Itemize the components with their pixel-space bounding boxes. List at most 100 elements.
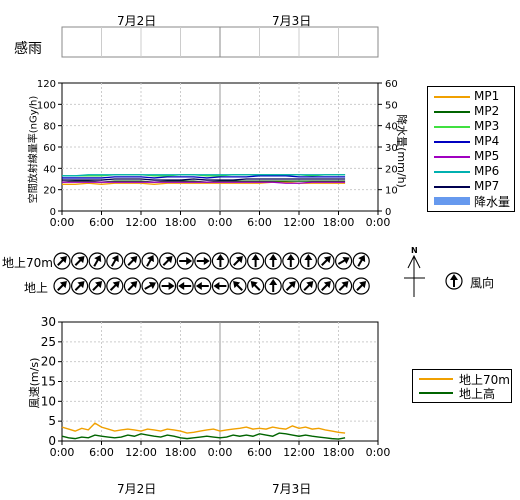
wind-dir-ground-6 (159, 277, 177, 295)
wind-ytick-label: 20 (41, 355, 56, 369)
dose-xtick-label: 6:00 (89, 216, 114, 229)
wind-dir-arrow (57, 256, 67, 266)
dose-ytick-label: 20 (43, 186, 56, 197)
wind-dir-arrow (195, 282, 209, 290)
legend-label: 地上高 (459, 387, 496, 401)
arrow-head (130, 256, 138, 264)
wind-dir-arrow (74, 256, 85, 266)
wind-dir-arrow (146, 254, 154, 267)
wind-legend: 地上70m 地上高 (412, 369, 512, 403)
arrow-head (286, 254, 295, 260)
dose-xtick-label: 12:00 (283, 216, 315, 229)
arrow-head (216, 254, 225, 260)
legend-swatch (434, 96, 470, 98)
wind-ytick-label: 5 (48, 414, 56, 428)
wind-ytick-label: 10 (41, 394, 56, 408)
wind-dir-70m-13 (282, 252, 300, 270)
dose-ytick-label: 100 (37, 100, 56, 111)
wind-xtick-label: 18:00 (323, 446, 355, 459)
arrow-head (250, 281, 258, 289)
wind-dir-arrow (179, 257, 193, 265)
wind-dir-ground-17 (352, 277, 370, 295)
arrow-head (304, 254, 313, 260)
wind-ytick-label: 30 (41, 315, 56, 329)
arrow-head (269, 254, 278, 260)
wind-dir-arrow (303, 281, 314, 291)
dose-xtick-label: 0:00 (50, 216, 75, 229)
dose-ytick-right-label: 60 (385, 79, 398, 90)
legend-label: MP6 (474, 164, 500, 178)
wind-dir-70m-4 (123, 252, 141, 270)
dose-ytick-label: 80 (43, 122, 56, 133)
arrow-head (341, 281, 349, 289)
arrow-head (59, 281, 67, 289)
wind-dir-70m-10 (229, 252, 247, 270)
wind-dir-arrow (92, 281, 103, 291)
arrow-head (111, 254, 119, 263)
legend-label: MP5 (474, 149, 500, 163)
wind-dir-ground-10 (229, 277, 247, 295)
legend-swatch (419, 392, 453, 394)
wind-dir-70m-8 (194, 252, 212, 270)
wind-dir-70m-12 (264, 252, 282, 270)
wind-dir-ground-4 (123, 277, 141, 295)
date-label-day1-top: 7月2日 (117, 14, 157, 28)
wind-dir-arrow (338, 281, 349, 291)
wind-dir-70m-2 (88, 252, 106, 270)
wind-dir-arrow (250, 281, 261, 291)
wind-dir-70m-3 (106, 252, 124, 270)
arrow-head (77, 281, 85, 289)
arrow-head (112, 281, 120, 289)
wind-dir-ground-0 (53, 277, 71, 295)
wind-dir-ground-16 (335, 277, 353, 295)
wind-dir-arrow (357, 254, 366, 267)
legend-label: 降水量 (474, 195, 511, 209)
wind-dir-arrow (74, 281, 85, 291)
dose-ytick-right-label: 0 (385, 207, 391, 218)
wind-xtick-label: 6:00 (89, 446, 114, 459)
wind-dir-arrow (269, 279, 278, 292)
wind-dir-ground-13 (282, 277, 300, 295)
wind-series-line-0 (61, 422, 346, 434)
wind-dir-ground-5 (141, 277, 159, 295)
date-label-day2-bottom: 7月3日 (272, 482, 312, 496)
wind-dir-ground-1 (70, 277, 89, 295)
wind-dir-arrow (109, 281, 120, 291)
arrow-head (168, 282, 175, 290)
wind-dir-arrow (93, 254, 102, 267)
wind-dir-arrow (196, 257, 210, 265)
wind-dir-arrow (321, 256, 331, 266)
wind-dir-arrow (162, 256, 173, 266)
arrow-head (95, 281, 103, 289)
wind-dir-arrow (450, 274, 458, 287)
wind-dir-legend-label: 風向 (470, 276, 495, 290)
wind-dir-ground-15 (317, 277, 335, 295)
legend-swatch (434, 111, 470, 113)
wind-dir-ground-12 (264, 277, 282, 295)
arrow-head (203, 257, 210, 265)
dose-ytick-label: 0 (50, 207, 56, 218)
arrow-head (288, 281, 296, 289)
arrow-head (94, 254, 102, 263)
wind-dir-arrow (213, 282, 227, 290)
wind-dir-ground-8 (194, 277, 212, 295)
wind-dir-70m-9 (211, 252, 229, 270)
arrow-head (323, 256, 331, 264)
wind-xtick-label: 6:00 (247, 446, 272, 459)
dose-legend: MP1 MP2 MP3 MP4 MP5 MP6 MP7 降水量 (427, 86, 515, 212)
wind-dir-70m-17 (352, 252, 370, 270)
wind-dir-arrow (304, 254, 313, 267)
arrow-head (195, 282, 202, 290)
wind-dir-arrow (251, 254, 260, 267)
legend-label: MP1 (474, 89, 500, 103)
legend-label: MP3 (474, 119, 500, 133)
arrow-head (359, 281, 367, 289)
wind-dir-70m-14 (299, 252, 317, 270)
dose-series-line-mp6 (62, 174, 346, 177)
arrow-head (358, 254, 366, 263)
dose-ytick-right-label: 50 (385, 100, 398, 111)
wind-dir-arrow (127, 281, 138, 291)
dose-ylabel-right: 降水量(mm/h) (395, 114, 408, 188)
dose-xtick-label: 6:00 (247, 216, 272, 229)
dose-series-line-mp5 (62, 181, 346, 184)
